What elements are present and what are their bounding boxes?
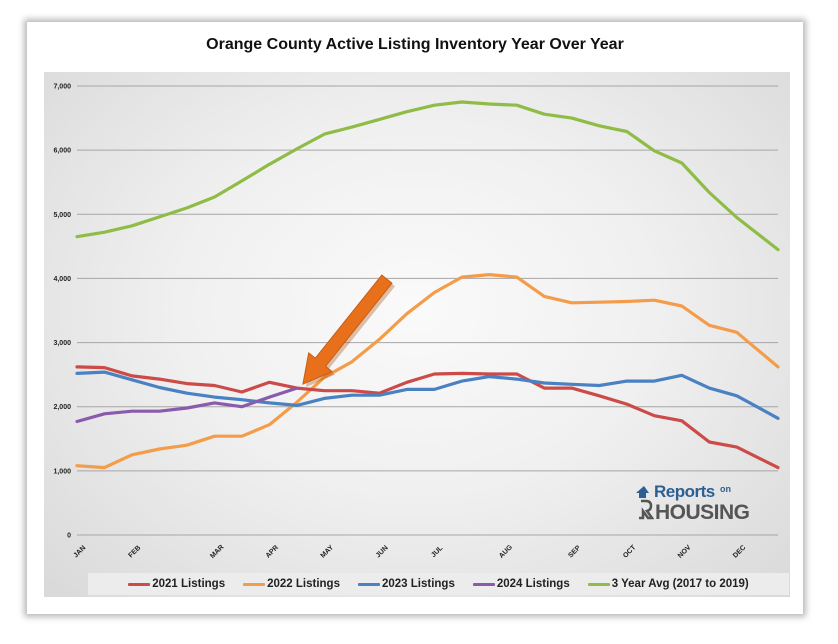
x-tick-label: SEP xyxy=(567,544,582,559)
x-tick-label: JAN xyxy=(73,545,88,560)
x-tick-label: JUL xyxy=(430,544,445,559)
legend: 2021 Listings 2022 Listings 2023 Listings 2… xyxy=(88,573,789,595)
y-tick-label: 7,000 xyxy=(53,84,71,91)
logo-reports-text: Reports xyxy=(654,482,715,501)
series-line xyxy=(75,386,299,424)
legend-swatch xyxy=(472,582,495,586)
y-tick-label: 3,000 xyxy=(53,340,71,347)
chart-frame: Orange County Active Listing Inventory Y… xyxy=(27,22,803,614)
legend-swatch xyxy=(357,582,380,586)
logo-housing-text: HOUSING xyxy=(655,501,750,524)
legend-label: 2021 Listings xyxy=(152,578,226,590)
x-tick-label: NOV xyxy=(677,544,693,560)
x-tick-label: FEB xyxy=(127,545,142,560)
series-line xyxy=(75,370,780,420)
series-line xyxy=(75,100,780,252)
y-tick-label: 2,000 xyxy=(53,404,71,411)
line-chart: 0 1,000 2,000 3,000 4,000 5,000 6,000 7,000 JAN F… xyxy=(53,84,780,560)
x-tick-label: OCT xyxy=(622,544,638,560)
legend-item: 2024 Listings xyxy=(472,578,570,590)
x-tick-label: AUG xyxy=(498,544,514,560)
y-tick-label: 5,000 xyxy=(53,212,71,219)
annotation-arrow xyxy=(302,274,393,385)
legend-label: 2022 Listings xyxy=(267,578,340,590)
legend-item: 2021 Listings xyxy=(128,578,225,590)
x-tick-label: JUN xyxy=(375,545,390,560)
legend-label: 3 Year Avg (2017 to 2019) xyxy=(611,578,749,590)
house-r-icon xyxy=(636,486,654,520)
x-tick-label: DEC xyxy=(732,544,747,559)
legend-swatch xyxy=(587,582,610,586)
legend-item: 2022 Listings xyxy=(243,578,340,590)
chart-title: Orange County Active Listing Inventory Y… xyxy=(206,36,624,53)
logo-on-text: on xyxy=(720,484,731,494)
y-tick-label: 4,000 xyxy=(53,276,71,283)
legend-item: 2023 Listings xyxy=(357,578,455,590)
legend-swatch xyxy=(243,582,266,586)
reports-on-housing-logo: Reports on HOUSING xyxy=(634,478,764,532)
y-tick-label: 6,000 xyxy=(53,148,71,155)
series-line xyxy=(75,365,780,470)
legend-swatch xyxy=(128,582,151,586)
legend-label: 2024 Listings xyxy=(496,578,570,590)
legend-background xyxy=(88,573,789,595)
legend-item: 3 Year Avg (2017 to 2019) xyxy=(587,578,749,590)
plot-background xyxy=(44,72,790,597)
x-tick-label: MAY xyxy=(320,544,336,560)
y-tick-label: 1,000 xyxy=(53,468,71,475)
x-tick-label: APR xyxy=(265,544,280,559)
legend-label: 2023 Listings xyxy=(381,578,455,590)
y-tick-label: 0 xyxy=(67,533,71,540)
x-tick-label: MAR xyxy=(209,544,225,560)
series-line xyxy=(75,273,780,470)
